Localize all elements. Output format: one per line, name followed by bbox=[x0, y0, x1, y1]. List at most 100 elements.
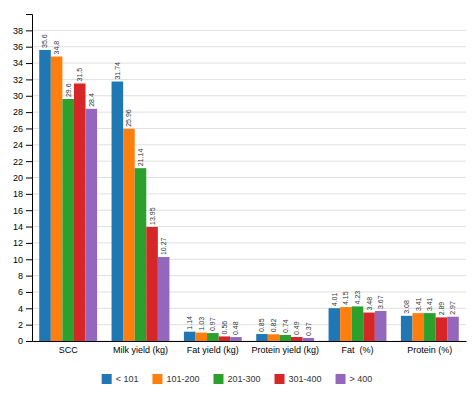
tick-mark bbox=[26, 243, 32, 244]
data-label: 31.74 bbox=[114, 62, 121, 80]
tick-mark bbox=[26, 276, 32, 277]
tick: 6 bbox=[18, 287, 32, 297]
grid-line bbox=[32, 30, 466, 31]
bar bbox=[303, 338, 315, 341]
tick-label: 18 bbox=[13, 189, 23, 199]
legend-item: > 400 bbox=[336, 374, 373, 384]
bar-series bbox=[51, 57, 424, 341]
tick: 34 bbox=[13, 58, 32, 68]
legend-swatch bbox=[336, 374, 346, 384]
bar bbox=[329, 308, 341, 341]
bar bbox=[74, 83, 86, 341]
data-label: 0.97 bbox=[209, 317, 216, 331]
tick: 22 bbox=[13, 157, 32, 167]
tick: 10 bbox=[13, 255, 32, 265]
bar bbox=[184, 332, 196, 341]
data-label: 0.37 bbox=[305, 322, 312, 336]
tick: 24 bbox=[13, 140, 32, 150]
tick-label: 38 bbox=[13, 26, 23, 36]
bar bbox=[230, 337, 242, 341]
data-label: 0.49 bbox=[293, 321, 300, 335]
tick: 4 bbox=[18, 304, 32, 314]
data-label: 3.08 bbox=[403, 300, 410, 314]
data-label: 34.8 bbox=[53, 41, 60, 55]
bar bbox=[401, 316, 413, 341]
legend-label: 301-400 bbox=[289, 374, 322, 384]
bar bbox=[424, 313, 436, 341]
data-label: 13.95 bbox=[149, 207, 156, 225]
data-label: 1.14 bbox=[186, 316, 193, 330]
tick: 8 bbox=[18, 271, 32, 281]
data-label: 28.4 bbox=[88, 93, 95, 107]
tick-label: 0 bbox=[18, 336, 23, 346]
tick-label: Protein (%) bbox=[407, 345, 452, 355]
data-label: 1.03 bbox=[198, 317, 205, 331]
tick-label: 6 bbox=[18, 287, 23, 297]
tick-label: Milk yield (kg) bbox=[113, 345, 168, 355]
tick-mark bbox=[26, 128, 32, 129]
bar bbox=[146, 227, 158, 341]
bar bbox=[158, 257, 170, 341]
bar bbox=[447, 317, 459, 341]
bar bbox=[195, 333, 207, 341]
legend-label: 101-200 bbox=[166, 374, 199, 384]
legend-label: > 400 bbox=[350, 374, 373, 384]
legend: < 101 101-200 201-300 301-400 > 400 bbox=[102, 374, 373, 384]
tick-mark bbox=[26, 30, 32, 31]
bar bbox=[86, 109, 98, 341]
data-label: 0.74 bbox=[282, 319, 289, 333]
tick: Fat (%) bbox=[341, 345, 373, 355]
tick-mark bbox=[26, 325, 32, 326]
legend-swatch bbox=[102, 374, 112, 384]
tick: 38 bbox=[13, 26, 32, 36]
data-label: 0.56 bbox=[221, 321, 228, 335]
data-label: 0.85 bbox=[258, 318, 265, 332]
tick-label: SCC bbox=[59, 345, 79, 355]
tick-mark bbox=[26, 178, 32, 179]
tick-label: 20 bbox=[13, 173, 23, 183]
tick-mark bbox=[26, 145, 32, 146]
plot: 35.631.741.140.854.013.0834.825.961.030.… bbox=[13, 15, 467, 356]
tick: 26 bbox=[13, 124, 32, 134]
tick: SCC bbox=[59, 345, 79, 355]
legend-label: 201-300 bbox=[227, 374, 260, 384]
bar bbox=[340, 307, 352, 341]
bar bbox=[412, 313, 424, 341]
data-label: 31.5 bbox=[76, 68, 83, 82]
bar bbox=[256, 334, 268, 341]
bar-series bbox=[74, 83, 447, 341]
tick-label: 34 bbox=[13, 58, 23, 68]
bars bbox=[39, 50, 459, 341]
tick: 14 bbox=[13, 222, 32, 232]
tick-label: 8 bbox=[18, 271, 23, 281]
tick: 2 bbox=[18, 320, 32, 330]
grid-line bbox=[32, 95, 466, 96]
data-label: 4.15 bbox=[342, 291, 349, 305]
tick-label: 10 bbox=[13, 255, 23, 265]
tick-label: 24 bbox=[13, 140, 23, 150]
axis-line bbox=[26, 15, 33, 342]
legend-item: < 101 bbox=[102, 374, 139, 384]
chart: 35.631.741.140.854.013.0834.825.961.030.… bbox=[0, 0, 474, 393]
data-label: 2.89 bbox=[438, 302, 445, 316]
tick: Milk yield (kg) bbox=[113, 345, 168, 355]
bar bbox=[352, 306, 364, 341]
bar bbox=[51, 57, 63, 341]
grid-line bbox=[32, 46, 466, 47]
data-label: 3.41 bbox=[415, 297, 422, 311]
tick-mark bbox=[26, 292, 32, 293]
bar-series bbox=[39, 50, 412, 341]
tick-mark bbox=[26, 227, 32, 228]
tick-label: 22 bbox=[13, 157, 23, 167]
tick-label: 14 bbox=[13, 222, 23, 232]
bar-series bbox=[62, 99, 435, 341]
tick-mark bbox=[26, 194, 32, 195]
tick-mark bbox=[26, 341, 32, 342]
tick: 12 bbox=[13, 238, 32, 248]
tick: 36 bbox=[13, 42, 32, 52]
tick-label: Fat yield (kg) bbox=[187, 345, 239, 355]
tick-mark bbox=[26, 112, 32, 113]
tick: 30 bbox=[13, 91, 32, 101]
data-label: 21.14 bbox=[137, 149, 144, 167]
tick-mark bbox=[26, 79, 32, 80]
